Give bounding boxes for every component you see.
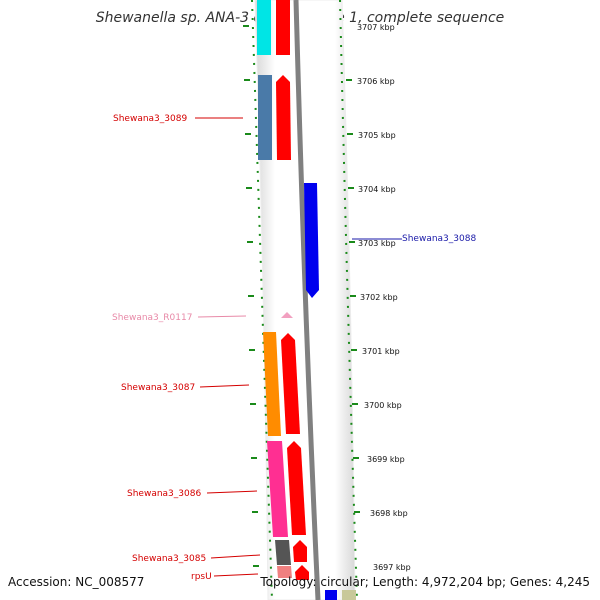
gene-feature-shewana3-3089[interactable] <box>258 75 272 160</box>
accession-text: Accession: NC_008577 <box>8 575 145 589</box>
topology-text: Topology: circular; Length: 4,972,204 bp… <box>260 575 590 589</box>
cds-arrow[interactable] <box>281 333 300 434</box>
tick-label: 3702 kbp <box>360 293 398 302</box>
left-tick-dashes <box>243 25 259 567</box>
gene-label-rpsu[interactable]: rpsU <box>191 572 212 582</box>
gene-label-shewana3-r0117[interactable]: Shewana3_R0117 <box>112 313 192 323</box>
tick-label: 3704 kbp <box>358 185 396 194</box>
gene-label-shewana3-3085[interactable]: Shewana3_3085 <box>132 554 206 564</box>
cds-arrow[interactable] <box>276 0 290 55</box>
gene-label-shewana3-3088[interactable]: Shewana3_3088 <box>402 234 476 244</box>
tick-label: 3707 kbp <box>357 23 395 32</box>
tick-label: 3698 kbp <box>370 509 408 518</box>
label-leaders <box>195 117 402 577</box>
gene-label-shewana3-3089[interactable]: Shewana3_3089 <box>113 114 187 124</box>
tick-label: 3703 kbp <box>358 239 396 248</box>
gene-feature-cyan[interactable] <box>257 0 271 55</box>
bottom-blue-feature <box>325 590 337 600</box>
gene-label-shewana3-3087[interactable]: Shewana3_3087 <box>121 383 195 393</box>
cds-arrow[interactable] <box>295 565 309 580</box>
cds-arrow[interactable] <box>276 75 291 160</box>
right-tick-dashes <box>346 79 360 513</box>
tick-label: 3701 kbp <box>362 347 400 356</box>
tick-label: 3699 kbp <box>367 455 405 464</box>
gene-feature-shewana3-r0117[interactable] <box>281 312 293 318</box>
bottom-olive-feature <box>342 590 356 600</box>
backbone-line <box>293 0 321 600</box>
tick-label: 3697 kbp <box>373 563 411 572</box>
tick-label: 3705 kbp <box>358 131 396 140</box>
scale-labels: 3707 kbp 3706 kbp 3705 kbp 3704 kbp 3703… <box>357 23 411 572</box>
gene-feature-shewana3-3085[interactable] <box>275 540 291 565</box>
cds-arrow[interactable] <box>287 441 306 535</box>
tick-label: 3706 kbp <box>357 77 395 86</box>
gene-features <box>257 0 293 578</box>
gene-feature-shewana3-3088[interactable] <box>304 183 319 298</box>
cds-arrows <box>276 0 309 580</box>
cds-arrow[interactable] <box>293 540 307 562</box>
gene-label-shewana3-3086[interactable]: Shewana3_3086 <box>127 489 201 499</box>
gene-feature-shewana3-3086[interactable] <box>267 441 288 537</box>
gene-feature-rpsu[interactable] <box>277 566 292 578</box>
gene-feature-shewana3-3087[interactable] <box>263 332 281 436</box>
tick-label: 3700 kbp <box>364 401 402 410</box>
gene-labels: Shewana3_3089 Shewana3_3088 Shewana3_R01… <box>112 114 476 582</box>
